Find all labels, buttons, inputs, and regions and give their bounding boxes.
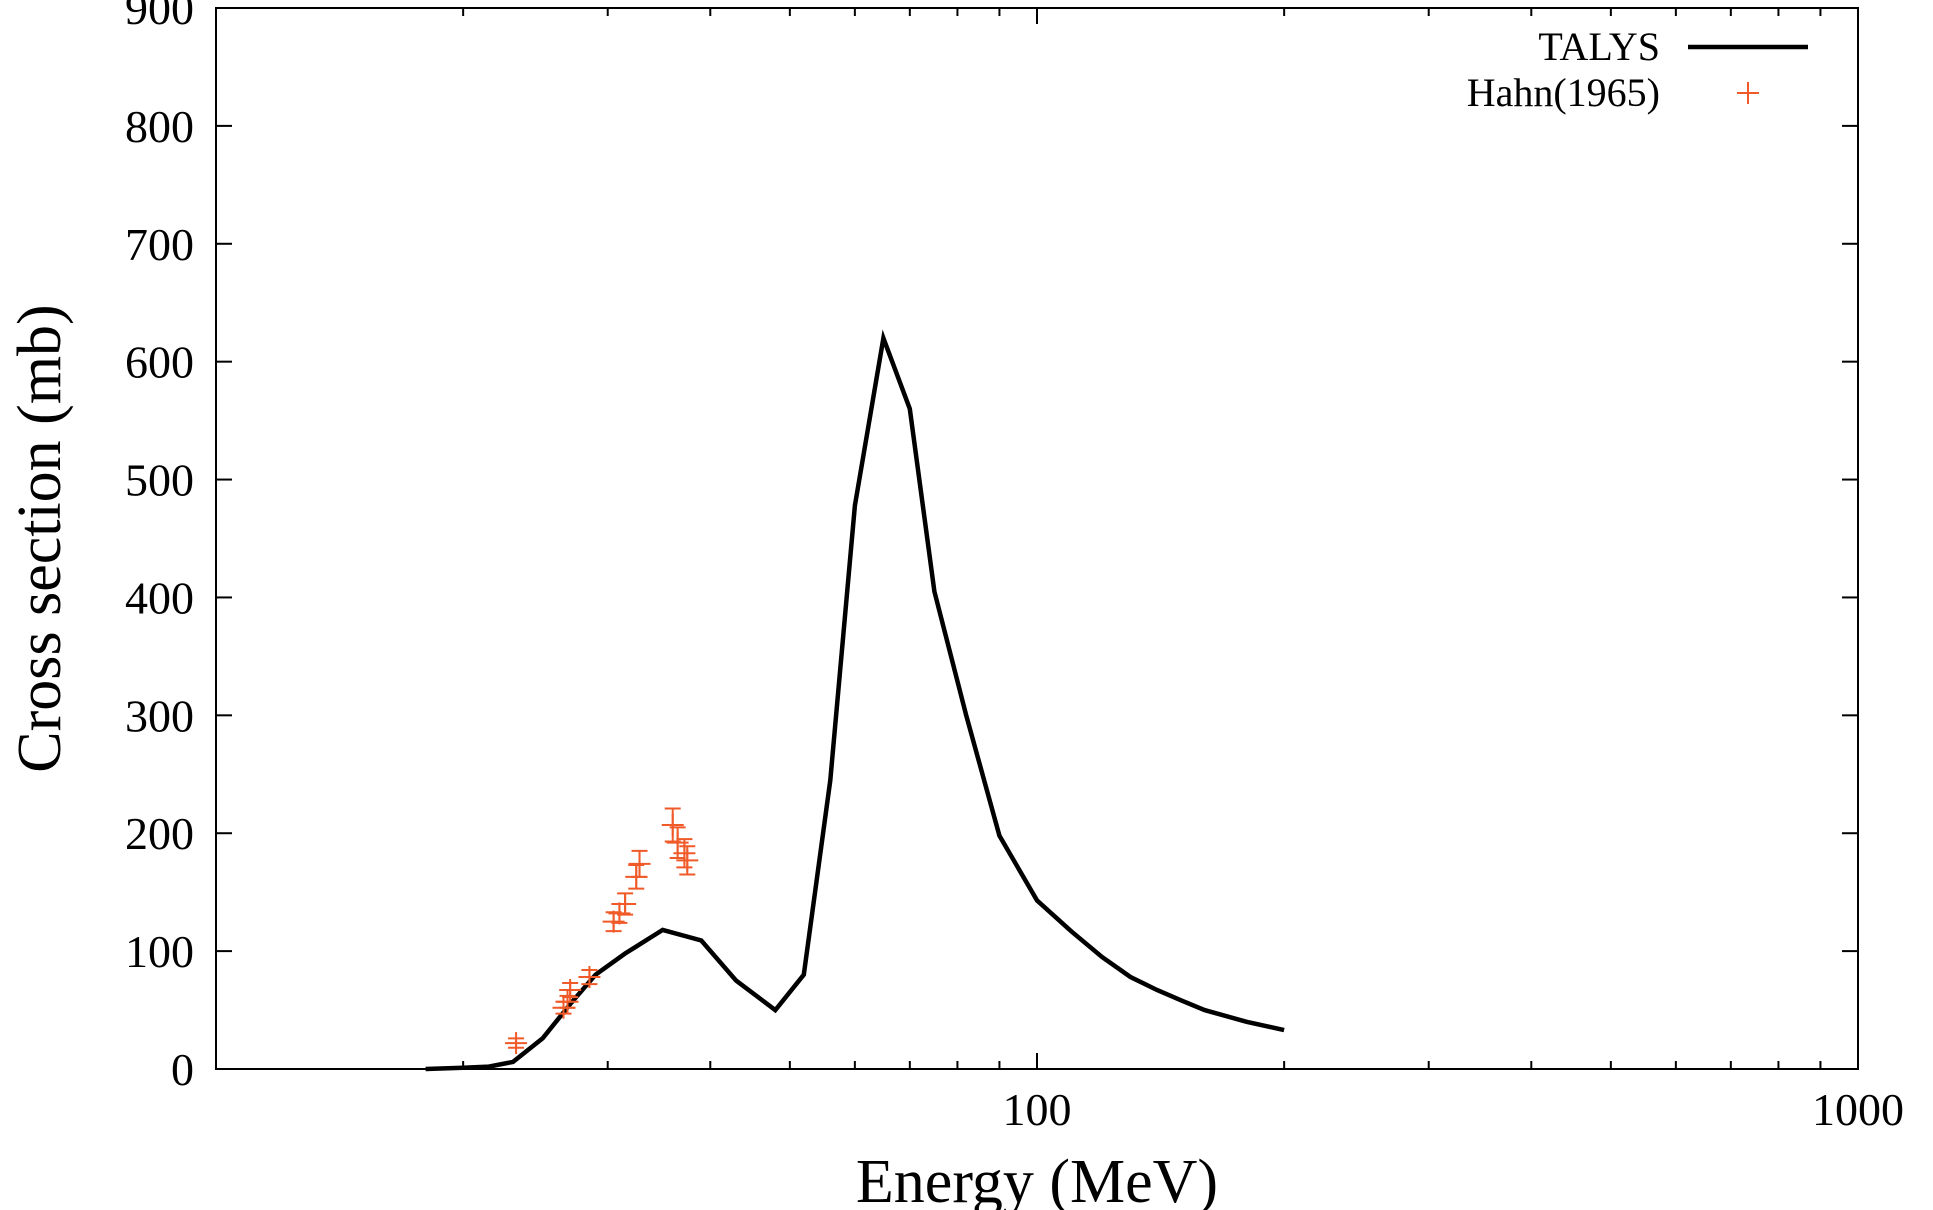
- data-point: [614, 892, 637, 916]
- x-tick-label: 1000: [1812, 1084, 1904, 1135]
- data-point: [556, 990, 579, 1013]
- series-0: [425, 329, 1285, 1072]
- y-axis-title: Cross section (mb): [6, 304, 74, 772]
- series-1: [505, 807, 699, 1055]
- plot-frame: [215, 7, 1859, 1070]
- y-tick-label: 600: [125, 337, 194, 388]
- y-tick-label: 300: [125, 690, 194, 741]
- y-tick-label: 900: [125, 0, 194, 34]
- y-tick-label: 0: [171, 1044, 194, 1095]
- axes: 0 100 200 300 400 500 600 700 800 900 100 1000: [125, 0, 1904, 1135]
- y-tick-label: 200: [125, 808, 194, 859]
- legend-label: TALYS: [1538, 24, 1660, 69]
- data-point: [559, 979, 582, 1002]
- y-tick-label: 500: [125, 455, 194, 506]
- x-axis-title: Energy (MeV): [856, 1148, 1218, 1210]
- y-tick-label: 400: [125, 572, 194, 623]
- data-point: [628, 849, 651, 878]
- data-point: [676, 845, 699, 876]
- legend-label: Hahn(1965): [1467, 70, 1660, 115]
- data-point: [661, 807, 684, 843]
- x-tick-label: 100: [1003, 1084, 1072, 1135]
- y-tick-label: 100: [125, 926, 194, 977]
- data-point: [505, 1032, 528, 1055]
- series-layer: [425, 329, 1285, 1072]
- y-tick-label: 700: [125, 219, 194, 270]
- data-point: [578, 966, 601, 989]
- talys-line: [425, 329, 1285, 1072]
- y-tick-label: 800: [125, 101, 194, 152]
